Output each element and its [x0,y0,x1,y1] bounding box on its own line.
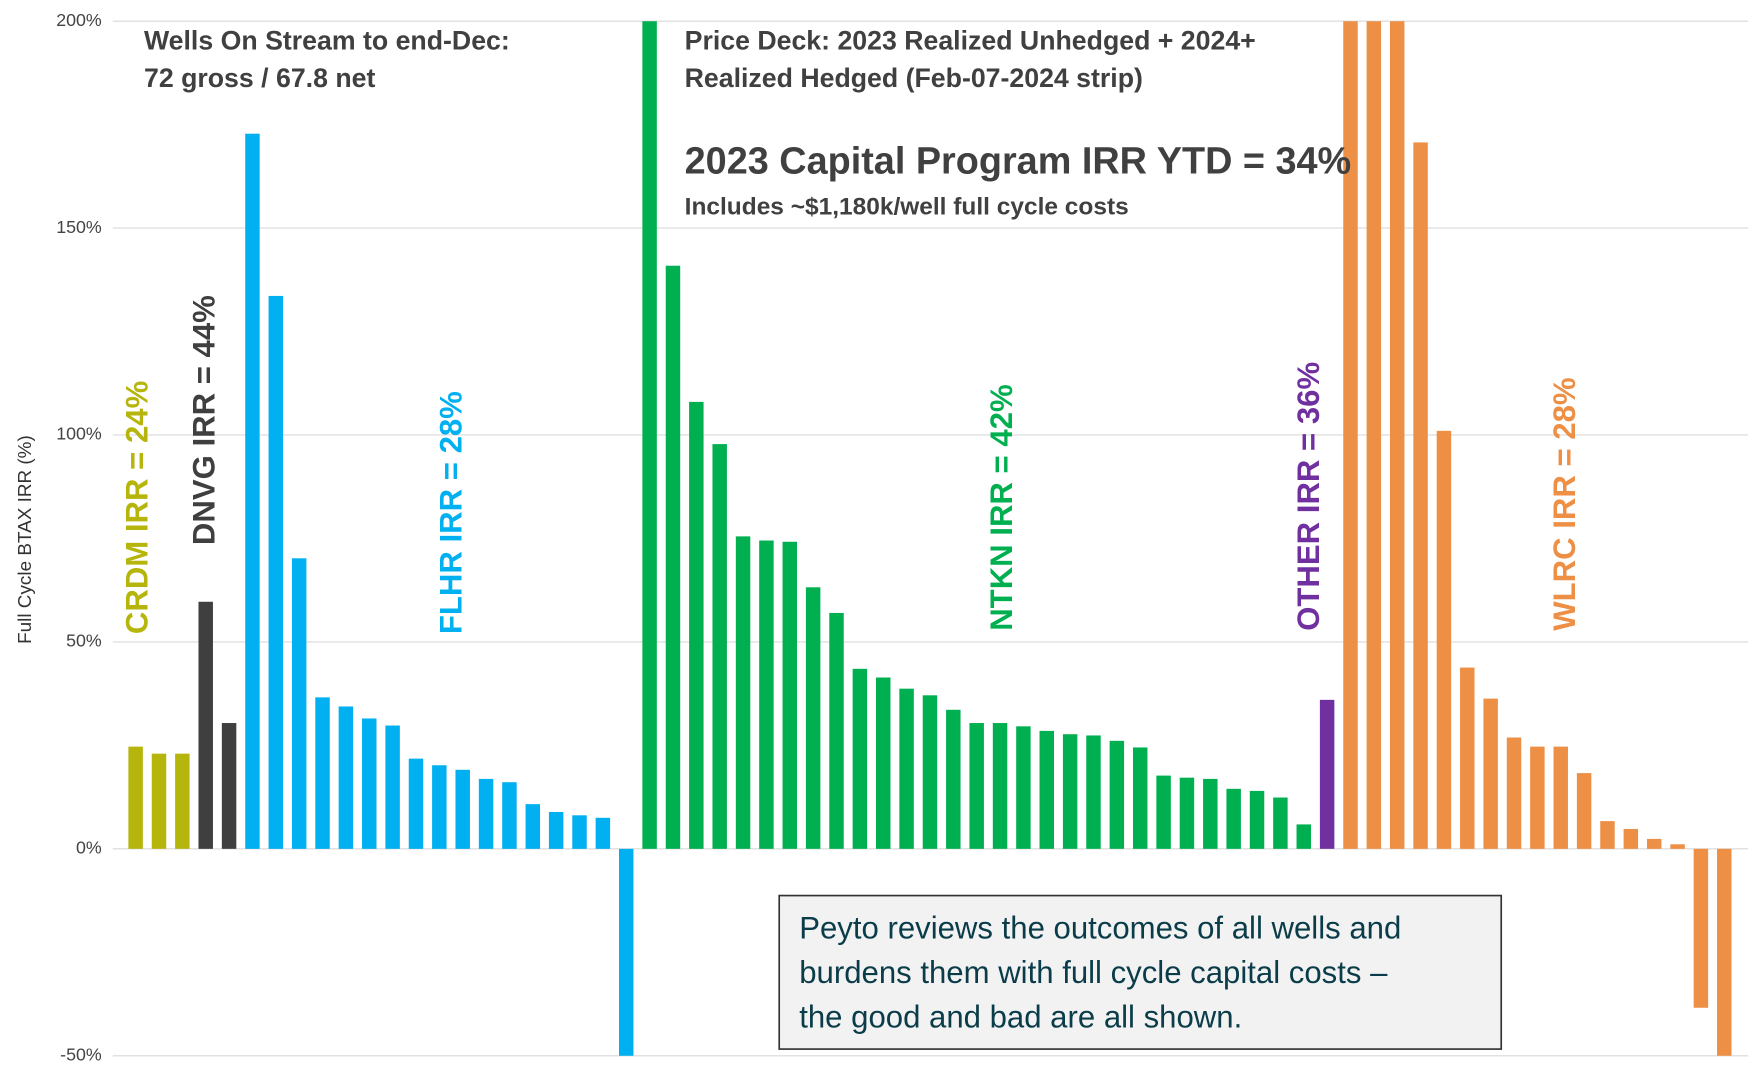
group-label: NTKN IRR = 42% [984,384,1019,630]
y-axis-label: Full Cycle BTAX IRR (%) [15,435,36,644]
callout-text: burdens them with full cycle capital cos… [799,955,1388,990]
bar [548,812,564,849]
bar [712,444,727,849]
bar [782,541,798,849]
group-label: WLRC IRR = 28% [1547,377,1582,630]
bar [922,695,938,849]
bar [1203,778,1218,849]
bar [1273,797,1288,849]
y-tick-label: 50% [66,631,102,651]
bar [1413,142,1428,849]
bar [198,601,213,849]
bar [689,401,704,849]
note: Realized Hedged (Feb-07-2024 strip) [685,63,1143,93]
bar [1670,844,1685,849]
bar [1039,730,1054,849]
bar [408,758,424,849]
bar [946,709,961,849]
bar [1366,21,1382,849]
bar [175,753,190,849]
note: Price Deck: 2023 Realized Unhedged + 202… [685,25,1256,55]
bar [478,778,494,849]
bar [852,668,868,849]
y-tick-label: -50% [60,1044,102,1064]
bar [1717,848,1732,1056]
y-tick-label: 0% [76,838,102,858]
bar [1016,726,1031,849]
y-tick-label: 100% [56,424,102,444]
bar [1062,734,1078,849]
bar [992,723,1008,849]
bar [291,558,307,849]
bar [128,746,143,849]
bar [876,677,891,849]
bar [1483,698,1498,849]
bar [221,723,237,849]
bar [1460,667,1475,849]
bar [525,804,541,849]
bar [455,769,470,849]
bar [1553,746,1568,849]
bar [1086,735,1101,849]
bar [338,706,354,849]
bar [759,540,774,849]
bar [899,688,914,849]
bar [1600,821,1615,849]
bar [1296,824,1311,849]
callout-box [778,894,1503,1050]
note: Includes ~$1,180k/well full cycle costs [685,194,1129,221]
bar [595,817,611,849]
group-label: FLHR IRR = 28% [433,391,468,634]
bar [1530,746,1545,849]
bar [432,765,447,849]
group-label: DNVG IRR = 44% [186,295,221,545]
bar [315,697,330,849]
bar [805,587,821,849]
bar [268,295,284,849]
bar [1506,737,1522,849]
bar [969,723,984,849]
y-tick-label: 200% [56,10,102,30]
bar [642,21,657,849]
bar [1389,21,1405,849]
group-label: OTHER IRR = 36% [1291,362,1326,631]
bar [245,133,260,849]
group-label: CRDM IRR = 24% [120,381,155,634]
bar [1623,828,1639,849]
callout-text: Peyto reviews the outcomes of all wells … [799,910,1401,945]
headline: 2023 Capital Program IRR YTD = 34% [685,141,1352,183]
bar [1226,788,1241,849]
bar [385,725,400,849]
bar [1249,790,1265,849]
bar [1576,773,1592,849]
bar [1646,838,1662,849]
callout-text: the good and bad are all shown. [799,999,1242,1034]
bar [665,265,681,849]
bar [1436,430,1452,849]
bar [1693,848,1709,1008]
y-tick-label: 150% [56,217,102,237]
bar [735,536,751,849]
note: 72 gross / 67.8 net [144,63,376,93]
bar [1179,777,1195,849]
bar [502,782,517,849]
bar [1343,21,1358,849]
bar [1109,740,1125,849]
bar [1319,699,1335,849]
bar [362,718,377,849]
bar [1132,747,1148,849]
bar [829,612,844,849]
bar [1156,775,1171,849]
bar [619,848,634,1056]
note: Wells On Stream to end-Dec: [144,25,510,55]
bar [151,753,167,849]
bar [572,815,587,849]
